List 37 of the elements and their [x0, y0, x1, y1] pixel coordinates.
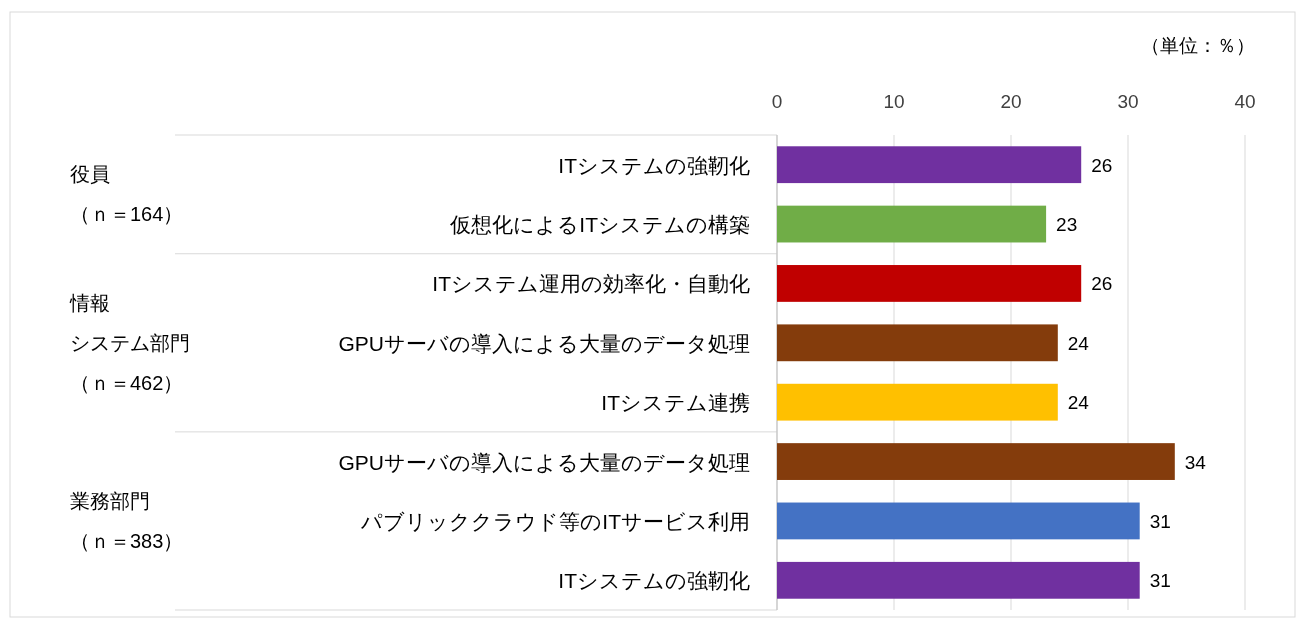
y-tick-label: ITシステムの強靭化	[558, 153, 750, 177]
bar	[777, 205, 1047, 243]
y-tick-label: ITシステム運用の効率化・自動化	[432, 272, 750, 296]
data-label: 24	[1067, 392, 1090, 414]
data-label: 24	[1067, 332, 1090, 354]
x-tick-label: 30	[1117, 91, 1139, 112]
y-tick-label: パブリッククラウド等のITサービス利用	[360, 509, 750, 533]
x-tick-label: 40	[1234, 91, 1256, 112]
x-tick-label: 10	[883, 91, 905, 112]
data-label: 31	[1149, 570, 1171, 592]
text: システム部門	[70, 331, 190, 354]
text: （ｎ＝164）	[70, 203, 184, 226]
text: 業務部門	[70, 489, 150, 512]
bar	[777, 443, 1175, 480]
data-label: 31	[1149, 510, 1171, 532]
text: （ｎ＝462）	[70, 371, 184, 394]
bar	[777, 383, 1058, 421]
y-tick-label: GPUサーバの導入による大量のデータ処理	[338, 450, 750, 474]
bar	[777, 146, 1082, 184]
data-label: 26	[1091, 154, 1113, 176]
bar	[777, 324, 1058, 362]
y-tick-label: GPUサーバの導入による大量のデータ処理	[338, 331, 750, 355]
x-tick-label: 20	[1000, 91, 1022, 112]
text: 情報	[69, 291, 110, 314]
text: 役員	[70, 163, 110, 186]
data-label: 34	[1184, 451, 1207, 473]
y-tick-label: 仮想化によるITシステムの構築	[449, 213, 750, 237]
text: （単位：％）	[1141, 35, 1255, 56]
y-tick-label: ITシステムの強靭化	[558, 569, 750, 593]
bar	[777, 561, 1140, 599]
text: （ｎ＝383）	[70, 529, 184, 552]
x-tick-label: 0	[771, 91, 783, 112]
bar	[777, 265, 1082, 302]
y-tick-label: ITシステム連携	[601, 391, 750, 415]
bar	[777, 502, 1140, 540]
data-label: 23	[1056, 214, 1078, 236]
data-label: 26	[1091, 273, 1113, 295]
